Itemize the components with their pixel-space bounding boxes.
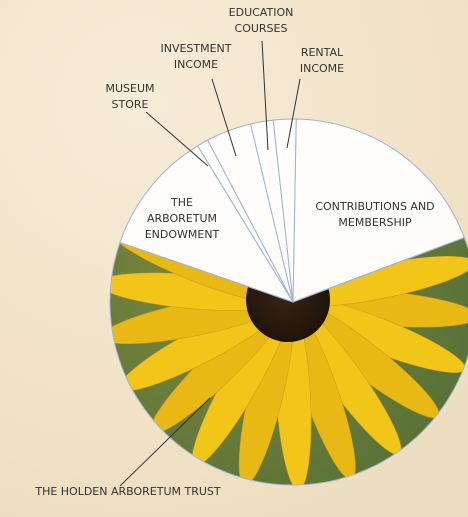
slice-label: INVESTMENT INCOME [151,41,241,73]
slice-label: THE ARBORETUM ENDOWMENT [142,195,222,243]
slice-label: CONTRIBUTIONS AND MEMBERSHIP [310,199,440,231]
chart [0,0,468,517]
slice-label: MUSEUM STORE [100,81,160,113]
page: CONTRIBUTIONS AND MEMBERSHIP THE HOLDEN A… [0,0,468,517]
slice-label: THE HOLDEN ARBORETUM TRUST [0,484,258,500]
slice-label: RENTAL INCOME [292,45,352,77]
slice-label: EDUCATION COURSES [221,5,301,37]
